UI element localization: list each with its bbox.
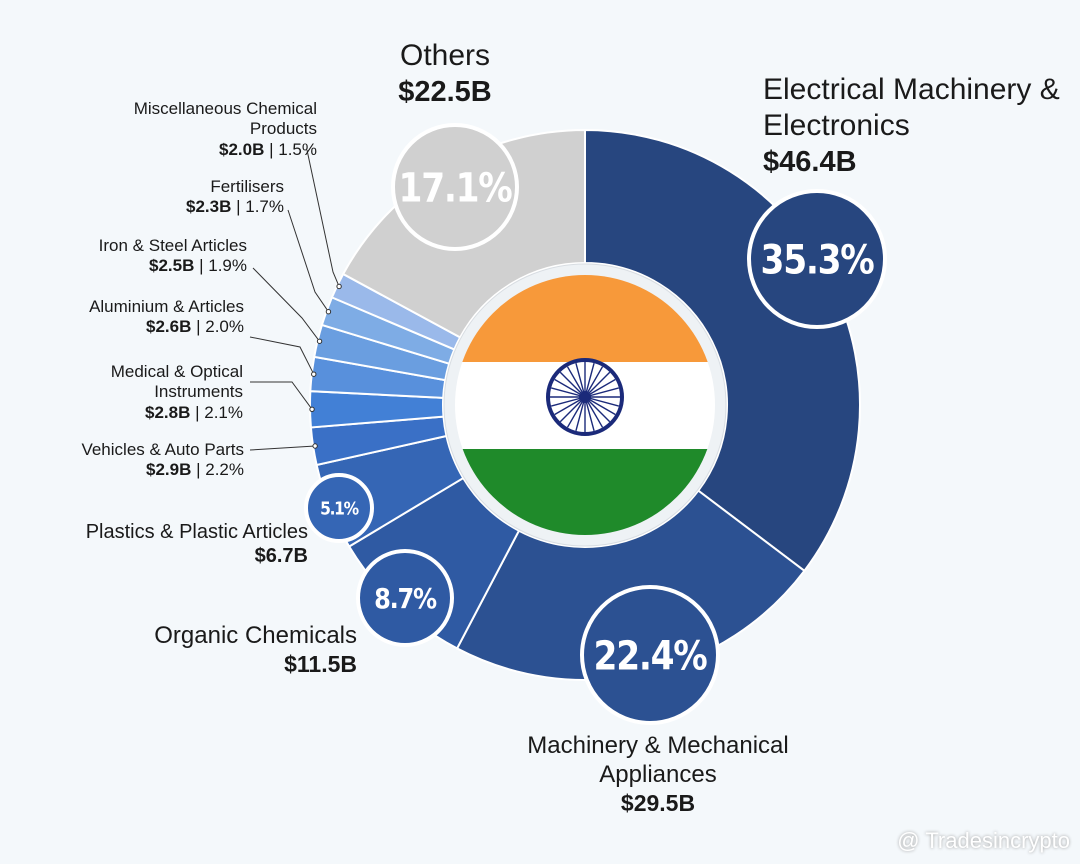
- category-name: Vehicles & Auto Parts: [81, 440, 244, 459]
- leader-line: [252, 267, 320, 342]
- slice-label: Organic Chemicals $11.5B: [97, 622, 357, 680]
- percent-label: 17.1%: [399, 164, 513, 211]
- slice-label: Machinery & Mechanical Appliances $29.5B: [518, 732, 798, 818]
- amount-label: $6.7B: [254, 545, 308, 567]
- percent-badge: [391, 123, 519, 251]
- amount-line: $29.5B: [518, 790, 798, 819]
- percent-badge: [304, 473, 374, 543]
- category-name: Machinery & Mechanical Appliances: [527, 732, 789, 788]
- percent-label: 1.7%: [245, 197, 284, 217]
- slice-label: Electrical Machinery & Electronics $46.4B: [763, 72, 1063, 180]
- amount-label: $29.5B: [620, 789, 696, 816]
- leader-dot: [312, 443, 318, 449]
- amount-label: $2.3B: [185, 197, 232, 217]
- percent-badge: [747, 189, 887, 329]
- slice-label: Others $22.5B: [345, 38, 545, 110]
- slice-label: Iron & Steel Articles $2.5B | 1.9%: [27, 236, 247, 277]
- percent-label: 2.0%: [205, 317, 244, 337]
- percent-label: 2.1%: [204, 402, 243, 422]
- separator: |: [195, 402, 200, 422]
- percent-label: 1.9%: [208, 256, 247, 276]
- amount-line: $2.6B | 2.0%: [24, 317, 244, 337]
- percent-label: 35.3%: [761, 236, 875, 283]
- leader-dot: [316, 338, 323, 344]
- amount-label: $11.5B: [284, 650, 357, 677]
- watermark: @ Tradesincrypto: [897, 828, 1070, 853]
- amount-label: $2.8B: [144, 402, 191, 422]
- flag: [455, 275, 715, 535]
- chakra-hub: [579, 391, 591, 403]
- amount-label: $2.6B: [145, 317, 192, 337]
- slice-label: Miscellaneous Chemical Products $2.0B | 1…: [97, 99, 317, 160]
- leader-line: [287, 209, 329, 312]
- slice-label: Vehicles & Auto Parts $2.9B | 2.2%: [24, 440, 244, 481]
- percent-badge: [356, 549, 454, 647]
- separator: |: [236, 197, 241, 217]
- amount-line: $6.7B: [28, 544, 308, 568]
- amount-label: $2.9B: [145, 460, 192, 480]
- slice-label: Aluminium & Articles $2.6B | 2.0%: [24, 297, 244, 338]
- percent-label: 2.2%: [205, 460, 244, 480]
- category-name: Miscellaneous Chemical Products: [133, 99, 317, 139]
- category-name: Others: [399, 39, 491, 72]
- leader-line: [306, 149, 340, 287]
- amount-line: $11.5B: [97, 651, 357, 680]
- amount-line: $2.0B | 1.5%: [97, 140, 317, 160]
- category-name: Organic Chemicals: [154, 622, 357, 649]
- leader-line: [249, 336, 315, 375]
- leader-line: [250, 381, 313, 410]
- category-name: Medical & Optical Instruments: [110, 362, 243, 402]
- category-name: Aluminium & Articles: [89, 297, 244, 316]
- amount-line: $2.8B | 2.1%: [73, 403, 243, 423]
- amount-line: $22.5B: [345, 74, 545, 110]
- amount-label: $22.5B: [398, 76, 492, 108]
- leader-dot: [336, 283, 342, 290]
- amount-label: $2.5B: [148, 256, 195, 276]
- category-name: Iron & Steel Articles: [98, 236, 247, 255]
- percent-label: 5.1%: [320, 497, 359, 518]
- amount-line: $2.5B | 1.9%: [27, 256, 247, 276]
- separator: |: [196, 317, 201, 337]
- percent-label: 8.7%: [374, 583, 437, 615]
- percent-badge: [580, 585, 720, 725]
- amount-label: $46.4B: [763, 146, 857, 178]
- leader-dot: [325, 309, 332, 315]
- chakra: [546, 358, 624, 436]
- separator: |: [196, 460, 201, 480]
- amount-line: $2.3B | 1.7%: [84, 197, 284, 217]
- slice-label: Medical & Optical Instruments $2.8B | 2.1…: [73, 362, 243, 423]
- slice: [455, 489, 806, 681]
- percent-label: 22.4%: [594, 632, 708, 679]
- category-name: Fertilisers: [210, 177, 284, 196]
- slice-label: Fertilisers $2.3B | 1.7%: [84, 177, 284, 218]
- amount-line: $46.4B: [763, 144, 1063, 180]
- leader-line: [249, 445, 316, 451]
- slice-label: Plastics & Plastic Articles $6.7B: [28, 520, 308, 568]
- leader-dot: [311, 371, 317, 377]
- percent-label: 1.5%: [278, 139, 317, 159]
- leader-dot: [309, 406, 315, 412]
- amount-label: $2.0B: [218, 139, 265, 159]
- separator: |: [269, 139, 274, 159]
- amount-line: $2.9B | 2.2%: [24, 460, 244, 480]
- separator: |: [199, 256, 204, 276]
- category-name: Plastics & Plastic Articles: [85, 521, 308, 543]
- category-name: Electrical Machinery & Electronics: [763, 73, 1060, 142]
